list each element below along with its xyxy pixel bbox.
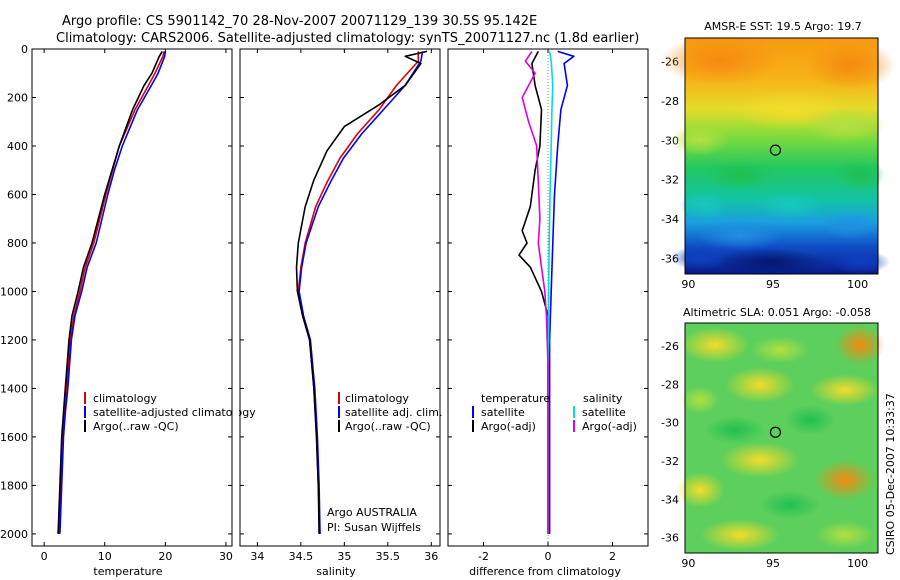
x-tick-label: 36 [424, 550, 438, 563]
legend-clip-mask [233, 395, 239, 425]
map-y-tick-label: -32 [661, 174, 679, 187]
sst-map-title: AMSR-E SST: 19.5 Argo: 19.7 [704, 20, 862, 33]
y-tick-label: 1600 [0, 431, 28, 444]
map-y-tick-label: -26 [661, 340, 679, 353]
y-tick-label: 1400 [0, 382, 28, 395]
map-y-tick-label: -28 [661, 378, 679, 391]
x-tick-label: 35 [337, 550, 351, 563]
series-line-argo-adj- [521, 50, 549, 534]
temperature-xlabel: temperature [93, 565, 162, 578]
y-tick-label: 1000 [0, 285, 28, 298]
x-tick-label: 30 [219, 550, 233, 563]
map-x-tick-label: 95 [766, 278, 780, 291]
x-tick-label: 2 [609, 550, 616, 563]
map-x-tick-label: 90 [681, 278, 695, 291]
y-tick-label: 2000 [0, 528, 28, 541]
argo-position-marker [769, 144, 782, 156]
series-line-satellite [548, 50, 575, 534]
series-line-satellite-adj-clim- [298, 51, 424, 534]
y-tick-label: 1200 [0, 334, 28, 347]
legend-label-temp-satellite: satellite [481, 406, 525, 419]
difference-series [518, 49, 575, 546]
legend-label-sal-satellite: satellite [582, 406, 626, 419]
series-line-satellite-adjusted-climatology [59, 51, 167, 534]
x-tick-label: 34.5 [289, 550, 314, 563]
x-tick-label: 20 [158, 550, 172, 563]
legend-label-climatology: climatology [345, 392, 409, 405]
salinity-annotation-line-1: Argo AUSTRALIA [327, 506, 417, 519]
legend-label-climatology: climatology [93, 392, 157, 405]
timestamp-stamp: CSIRO 05-Dec-2007 10:33:37 [884, 393, 897, 555]
legend-label-argo: Argo(..raw -QC) [345, 420, 431, 433]
argo-position-marker [769, 426, 782, 438]
salinity-xlabel: salinity [316, 565, 356, 578]
legend-label-satellite-adj: satellite adj. clim. [345, 406, 442, 419]
series-line-argo-raw-qc- [295, 50, 428, 534]
salinity-legend: climatology satellite adj. clim. Argo(..… [327, 392, 442, 534]
legend-label-satellite-adjusted: satellite-adjusted climatology [93, 406, 256, 419]
series-line-argo-adj- [518, 51, 549, 534]
map-x-tick-label: 100 [847, 557, 868, 570]
x-tick-label: 10 [98, 550, 112, 563]
y-tick-label: 400 [7, 140, 28, 153]
salinity-plot-frame [239, 48, 441, 547]
legend-label-sal-argo: Argo(-adj) [582, 420, 637, 433]
series-line-argo-raw-qc- [57, 50, 163, 534]
map-x-tick-label: 100 [847, 278, 868, 291]
header-line-2: Climatology: CARS2006. Satellite-adjuste… [56, 31, 639, 46]
legend-label-temp-argo: Argo(-adj) [481, 420, 536, 433]
salinity-annotation-line-2: PI: Susan Wijffels [327, 521, 421, 534]
x-tick-label: 0 [545, 550, 552, 563]
sst-map [660, 35, 895, 276]
salinity-series [295, 50, 428, 534]
map-y-tick-label: -36 [661, 532, 679, 545]
x-tick-label: 35.5 [376, 550, 401, 563]
sla-map-title: Altimetric SLA: 0.051 Argo: -0.058 [683, 306, 871, 319]
difference-legend: temperature salinity satellite Argo(-adj… [472, 392, 637, 433]
legend-heading-temperature: temperature [481, 392, 550, 405]
x-tick-label: -2 [478, 550, 489, 563]
map-y-tick-label: -30 [661, 417, 679, 430]
map-y-tick-label: -28 [661, 95, 679, 108]
temperature-legend: climatology satellite-adjusted climatolo… [84, 392, 256, 433]
x-tick-label: 34 [250, 550, 264, 563]
series-line-climatology [57, 51, 165, 534]
y-tick-label: 0 [21, 43, 28, 56]
series-line-climatology [297, 51, 420, 534]
y-tick-label: 200 [7, 91, 28, 104]
temperature-plot-frame [31, 48, 233, 547]
x-tick-label: 0 [41, 550, 48, 563]
map-y-tick-label: -34 [661, 493, 679, 506]
y-tick-label: 800 [7, 237, 28, 250]
sla-map [675, 322, 885, 554]
map-y-tick-label: -34 [661, 213, 679, 226]
map-x-tick-label: 90 [681, 557, 695, 570]
y-tick-label: 600 [7, 188, 28, 201]
temperature-series [57, 50, 167, 534]
y-tick-label: 1800 [0, 479, 28, 492]
map-y-tick-label: -32 [661, 455, 679, 468]
difference-xlabel: difference from climatology [469, 565, 621, 578]
legend-label-argo: Argo(..raw -QC) [93, 420, 179, 433]
legend-heading-salinity: salinity [583, 392, 623, 405]
header-line-1: Argo profile: CS 5901142_70 28-Nov-2007 … [62, 14, 537, 29]
map-x-tick-label: 95 [766, 557, 780, 570]
